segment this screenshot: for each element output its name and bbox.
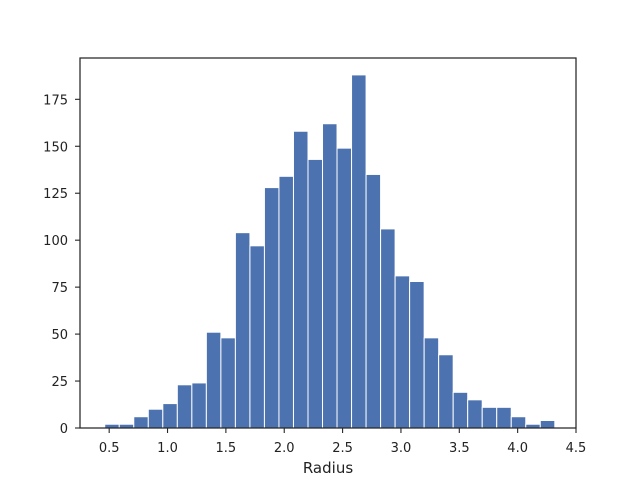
x-tick-label: 3.0	[391, 441, 412, 456]
histogram-bar	[162, 403, 178, 429]
histogram-bar	[409, 281, 425, 429]
histogram-bar	[292, 130, 309, 429]
x-tick-label: 4.5	[566, 441, 587, 456]
y-tick-label: 50	[51, 328, 68, 343]
histogram-bar	[336, 147, 353, 429]
x-axis-label: Radius	[303, 459, 353, 477]
y-tick-label: 75	[51, 281, 68, 296]
histogram-bar	[496, 406, 512, 429]
histogram-bar	[147, 408, 164, 429]
y-axis-ticks: 0 25 50 75 100 125 150 175	[43, 93, 80, 437]
histogram-bar	[452, 391, 469, 429]
x-tick-label: 2.0	[274, 441, 295, 456]
histogram-bar	[423, 337, 440, 429]
x-tick-label: 1.0	[157, 441, 178, 456]
histogram-bar	[351, 74, 367, 429]
y-tick-label: 0	[60, 422, 68, 437]
histogram-bar	[510, 416, 527, 429]
histogram-bar	[205, 331, 222, 429]
x-axis-ticks: 0.5 1.0 1.5 2.0 2.5 3.0 3.5 4.0 4.5	[99, 428, 587, 456]
histogram-bar	[191, 382, 207, 429]
histogram-bar	[249, 245, 265, 429]
histogram-bar	[278, 175, 294, 429]
x-tick-label: 2.5	[332, 441, 353, 456]
histogram-bars	[104, 74, 556, 429]
histogram-bar	[539, 419, 556, 429]
histogram-bar	[263, 187, 280, 429]
y-tick-label: 125	[43, 187, 68, 202]
histogram-bar	[234, 232, 251, 429]
plot-frame	[79, 57, 577, 429]
histogram-bar	[220, 337, 236, 429]
histogram-bar	[365, 173, 382, 429]
y-tick-label: 100	[43, 234, 68, 249]
y-tick-label: 25	[51, 375, 68, 390]
x-tick-label: 3.5	[449, 441, 470, 456]
histogram-bar	[307, 158, 324, 429]
histogram-bar	[438, 354, 454, 429]
histogram-bar	[380, 228, 396, 429]
histogram-bar	[133, 416, 149, 429]
x-tick-label: 0.5	[99, 441, 120, 456]
x-tick-label: 1.5	[216, 441, 237, 456]
histogram-bar	[176, 384, 193, 429]
histogram-bar	[481, 406, 498, 429]
x-tick-label: 4.0	[507, 441, 528, 456]
y-tick-label: 150	[43, 140, 68, 155]
histogram-bar	[467, 399, 483, 429]
histogram-bar	[394, 275, 411, 429]
histogram-bar	[322, 123, 338, 429]
y-tick-label: 175	[43, 93, 68, 108]
